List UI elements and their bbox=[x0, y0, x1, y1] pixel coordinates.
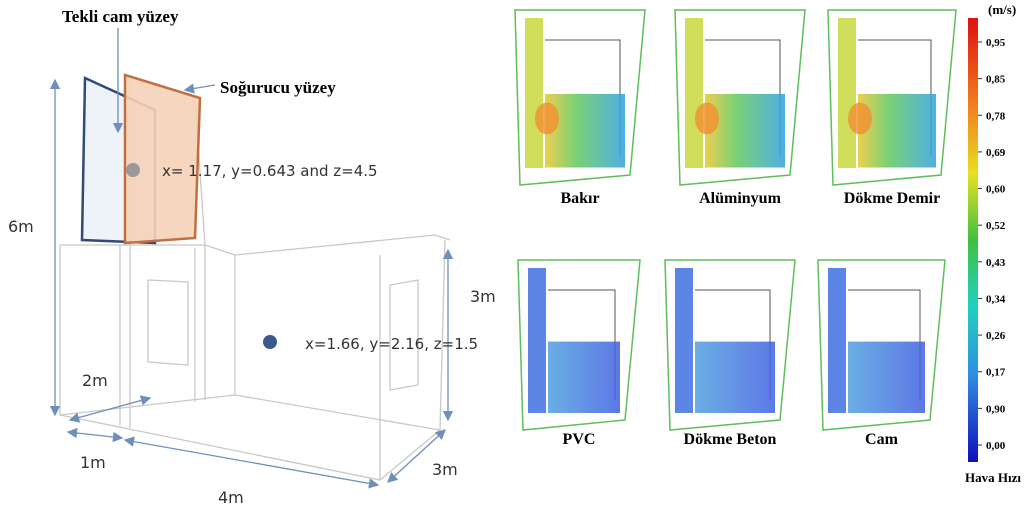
hot-spot bbox=[535, 103, 559, 135]
panel-label: Dökme Beton bbox=[684, 431, 777, 448]
cfd-panel: Cam bbox=[818, 260, 945, 448]
hot-spot bbox=[848, 103, 872, 135]
point-marker bbox=[126, 163, 140, 177]
point-marker bbox=[263, 335, 277, 349]
absorber-surface bbox=[125, 75, 200, 243]
flow-column bbox=[528, 268, 546, 413]
label: x= 1.17, y=0.643 and z=4.5 bbox=[162, 162, 378, 180]
colorbar-tick-label: 0,90 bbox=[986, 403, 1006, 415]
dim-label: 3m bbox=[470, 287, 496, 306]
colorbar bbox=[968, 18, 978, 462]
flow-column bbox=[828, 268, 846, 413]
colorbar-tick-label: 0,60 bbox=[986, 184, 1006, 196]
flow-column bbox=[675, 268, 693, 413]
cfd-panel: Bakır bbox=[515, 10, 645, 207]
flow-field bbox=[705, 94, 785, 168]
figure: Tekli cam yüzey Soğurucu yüzey x= 1.17, … bbox=[0, 0, 1035, 513]
flow-field bbox=[548, 342, 620, 413]
colorbar-tick-label: 0,17 bbox=[986, 367, 1006, 379]
dim-label: 6m bbox=[8, 217, 34, 236]
flow-field bbox=[848, 342, 925, 413]
colorbar-tick-label: 0,34 bbox=[986, 293, 1006, 305]
flow-column bbox=[838, 18, 856, 168]
dim-label: 4m bbox=[218, 488, 244, 507]
colorbar-tick-label: 0,00 bbox=[986, 440, 1006, 452]
panel-label: Dökme Demir bbox=[844, 190, 940, 207]
panel-label: Bakır bbox=[560, 190, 599, 207]
colorbar-title: Hava Hızı bbox=[965, 470, 1021, 485]
label: Soğurucu yüzey bbox=[220, 78, 336, 97]
colorbar-tick-label: 0,43 bbox=[986, 257, 1006, 269]
colorbar-tick-label: 0,95 bbox=[986, 37, 1006, 49]
panel-label: Cam bbox=[865, 431, 899, 448]
label: x=1.66, y=2.16, z=1.5 bbox=[305, 335, 478, 353]
cfd-panel: Alüminyum bbox=[675, 10, 805, 207]
colorbar-tick-label: 0,78 bbox=[986, 110, 1006, 122]
flow-column bbox=[685, 18, 703, 168]
flow-field bbox=[695, 342, 775, 413]
colorbar-tick-label: 0,85 bbox=[986, 74, 1006, 86]
dim-label: 1m bbox=[80, 453, 106, 472]
colorbar-tick-label: 0,52 bbox=[986, 220, 1006, 232]
panel-label: Alüminyum bbox=[699, 190, 781, 207]
dim-label: 3m bbox=[432, 460, 458, 479]
pointer bbox=[185, 85, 215, 90]
flow-field bbox=[858, 94, 936, 168]
flow-column bbox=[525, 18, 543, 168]
cfd-panel: PVC bbox=[518, 260, 640, 448]
flow-field bbox=[545, 94, 625, 168]
cfd-panel: Dökme Beton bbox=[665, 260, 795, 448]
cfd-panel: Dökme Demir bbox=[828, 10, 956, 207]
colorbar-unit: (m/s) bbox=[988, 2, 1016, 17]
label: Tekli cam yüzey bbox=[62, 7, 179, 26]
panel-label: PVC bbox=[563, 431, 596, 448]
hot-spot bbox=[695, 103, 719, 135]
colorbar-tick-label: 0,69 bbox=[986, 147, 1006, 159]
dim-label: 2m bbox=[82, 371, 108, 390]
colorbar-tick-label: 0,26 bbox=[986, 330, 1006, 342]
